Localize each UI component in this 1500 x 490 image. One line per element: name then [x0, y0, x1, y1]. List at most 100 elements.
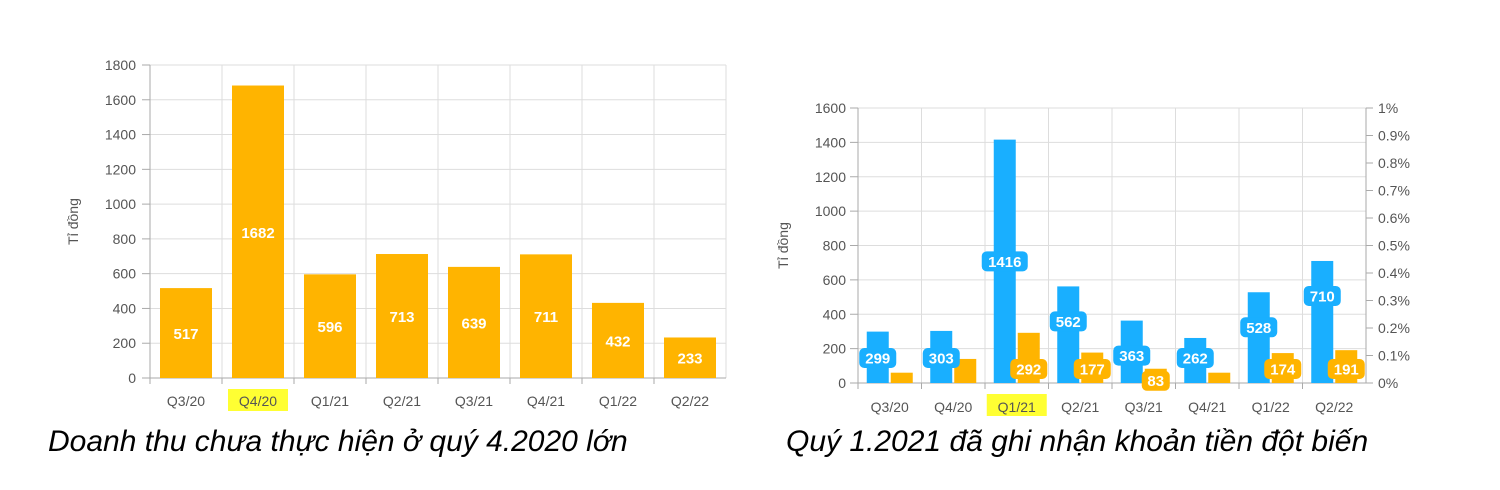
data-label-orange-bg [1073, 359, 1111, 379]
data-label-orange: 83 [1147, 373, 1164, 390]
data-label-orange: 292 [1016, 362, 1041, 379]
x-tick-label: Q3/20 [167, 393, 205, 409]
y2-tick-label: 0.1% [1378, 348, 1410, 364]
bar [232, 85, 284, 378]
bar-blue [1057, 286, 1080, 383]
y-tick-label: 400 [823, 306, 847, 322]
bar-blue [1247, 292, 1270, 383]
x-tick-label: Q3/20 [871, 399, 909, 415]
y-tick-label: 1200 [815, 169, 846, 185]
x-tick-label: Q1/21 [311, 393, 349, 409]
y2-tick-label: 0.3% [1378, 293, 1410, 309]
x-label-highlight [228, 389, 288, 411]
bar [448, 266, 500, 378]
data-label-blue-bg [1176, 348, 1214, 368]
data-label-blue: 528 [1246, 320, 1271, 337]
data-label-blue: 710 [1310, 288, 1335, 305]
y-tick-label: 200 [113, 335, 137, 351]
bar [664, 337, 716, 378]
x-tick-label: Q1/22 [1252, 399, 1290, 415]
data-label-blue-bg [1049, 311, 1087, 332]
y-tick-label: 600 [823, 272, 847, 288]
data-label: 517 [173, 326, 198, 343]
y-tick-label: 1600 [105, 92, 136, 108]
x-tick-label: Q4/20 [934, 399, 972, 415]
x-tick-label: Q2/21 [1061, 399, 1099, 415]
bar [520, 254, 572, 378]
x-tick-label: Q1/21 [998, 399, 1036, 415]
y-tick-label: 400 [113, 300, 137, 316]
data-label-blue: 562 [1056, 314, 1081, 331]
data-label: 596 [317, 319, 342, 336]
y-tick-label: 1800 [105, 57, 136, 73]
y-tick-label: 600 [113, 266, 137, 282]
chart-left: 0 200 400 600 800 1000 1200 1400 1600 1800 Tỉ đồng… [65, 57, 727, 411]
y2-tick-label: 0.7% [1378, 183, 1410, 199]
x-tick-label: Q3/21 [1125, 399, 1163, 415]
y-axis-title: Tỉ đồng [775, 222, 791, 269]
data-label-orange: 177 [1080, 362, 1105, 379]
bar-orange [954, 358, 977, 383]
data-label-blue: 299 [865, 351, 890, 368]
y2-tick-label: 0.5% [1378, 238, 1410, 254]
data-label-blue: 363 [1119, 348, 1144, 365]
data-label-orange: 174 [1270, 362, 1296, 379]
y2-tick-label: 0% [1378, 375, 1398, 391]
data-label-blue-bg [981, 251, 1028, 272]
x-label-highlight [986, 394, 1047, 416]
data-label-orange-bg [1141, 370, 1170, 391]
data-label: 233 [677, 351, 702, 368]
y-axis-title: Tỉ đồng [65, 198, 81, 245]
data-label-blue-bg [859, 348, 897, 368]
y-tick-label: 800 [113, 231, 137, 247]
x-tick-label: Q1/22 [599, 393, 637, 409]
data-label-blue-bg [1303, 285, 1341, 306]
data-label-blue-bg [922, 348, 960, 368]
y-tick-label: 1000 [105, 196, 136, 212]
y-tick-label: 1400 [815, 134, 846, 150]
y2-tick-label: 1% [1378, 100, 1398, 116]
data-label: 432 [605, 333, 630, 350]
y2-tick-label: 0.4% [1378, 265, 1410, 281]
data-label-orange-bg [1010, 359, 1048, 379]
bar-orange [890, 372, 913, 383]
data-label-blue-bg [1113, 345, 1151, 366]
y-tick-label: 200 [823, 341, 847, 357]
y-tick-label: 0 [838, 375, 846, 391]
y-tick-label: 1200 [105, 161, 136, 177]
x-tick-label: Q4/20 [239, 393, 277, 409]
caption-right: Quý 1.2021 đã ghi nhận khoản tiền đột bi… [786, 425, 1369, 458]
bar [592, 302, 644, 378]
y-tick-label: 1600 [815, 100, 846, 116]
x-tick-label: Q3/21 [455, 393, 493, 409]
bar [376, 254, 428, 378]
data-label-orange-bg [1264, 359, 1302, 379]
caption-left: Doanh thu chưa thực hiện ở quý 4.2020 lớ… [48, 425, 628, 458]
bar [160, 288, 212, 378]
data-label-blue: 262 [1183, 351, 1208, 368]
data-label-blue: 303 [929, 351, 954, 368]
x-tick-label: Q2/21 [383, 393, 421, 409]
data-label: 713 [389, 309, 414, 326]
y2-tick-label: 0.8% [1378, 155, 1410, 171]
y-tick-label: 1400 [105, 127, 136, 143]
data-label: 639 [461, 315, 486, 332]
bar [304, 274, 356, 378]
data-label-orange: 191 [1334, 362, 1359, 379]
x-tick-label: Q2/22 [671, 393, 709, 409]
chart-right: 0 200 400 600 800 1000 1200 1400 1600 0% 0.1% 0.2% 0… [775, 100, 1410, 416]
y2-tick-label: 0.9% [1378, 128, 1410, 144]
y-tick-label: 800 [823, 238, 847, 254]
y-tick-label: 1000 [815, 203, 846, 219]
y2-tick-label: 0.2% [1378, 320, 1410, 336]
data-label-blue-bg [1240, 317, 1278, 338]
y-tick-label: 0 [128, 370, 136, 386]
x-tick-label: Q4/21 [1188, 399, 1226, 415]
x-tick-label: Q2/22 [1315, 399, 1353, 415]
x-tick-label: Q4/21 [527, 393, 565, 409]
data-label: 711 [534, 309, 558, 326]
data-label-blue: 1416 [988, 254, 1021, 271]
y2-tick-label: 0.6% [1378, 210, 1410, 226]
data-label: 1682 [241, 225, 274, 242]
